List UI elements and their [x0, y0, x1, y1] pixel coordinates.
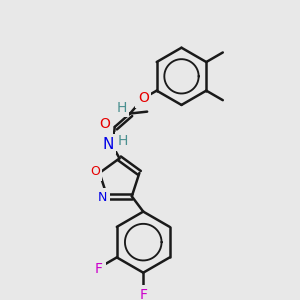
Text: O: O — [90, 165, 100, 178]
Text: O: O — [138, 91, 149, 105]
Text: H: H — [116, 101, 127, 115]
Text: H: H — [117, 134, 128, 148]
Text: F: F — [95, 262, 103, 276]
Text: F: F — [139, 288, 147, 300]
Text: N: N — [102, 136, 114, 152]
Text: O: O — [100, 117, 111, 131]
Text: N: N — [98, 191, 107, 204]
